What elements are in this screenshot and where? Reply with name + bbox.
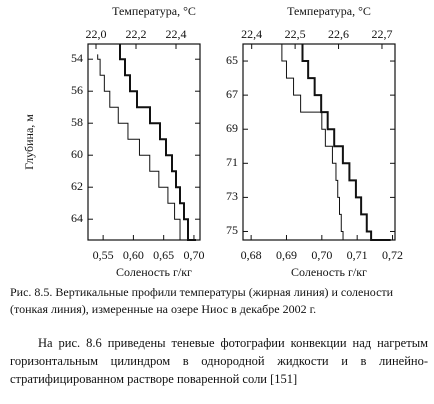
x-tick-label: 0,65 (153, 248, 174, 262)
profile-line (301, 44, 391, 241)
y-tick-label: 54 (71, 51, 83, 65)
y-tick-label: 56 (71, 83, 83, 97)
plot-frame (87, 43, 201, 241)
y-tick-label: 73 (226, 189, 238, 203)
x-tick-label: 0,69 (276, 248, 297, 262)
y-tick-label: 67 (226, 87, 238, 101)
x2-tick-label: 22,7 (371, 27, 392, 41)
y-tick-label: 64 (71, 211, 83, 225)
x2-tick-label: 22,5 (285, 27, 306, 41)
x2-axis-label: Температура, °C (287, 4, 371, 18)
x2-tick-label: 22,4 (241, 27, 262, 41)
x-axis-label: Соленость г/кг (291, 265, 367, 279)
x-tick-label: 0,71 (347, 248, 368, 262)
y-axis-label: Глубина, м (22, 114, 36, 170)
y-tick-label: 71 (226, 155, 238, 169)
x2-axis-label: Температура, °C (112, 4, 196, 18)
y-tick-label: 69 (226, 121, 238, 135)
y-tick-label: 62 (71, 179, 83, 193)
profile-line (281, 44, 347, 241)
y-tick-label: 60 (71, 147, 83, 161)
x-tick-label: 0,55 (93, 248, 114, 262)
y-tick-label: 58 (71, 115, 83, 129)
x2-tick-label: 22,2 (126, 27, 147, 41)
x-tick-label: 0,68 (241, 248, 262, 262)
x-tick-label: 0,60 (123, 248, 144, 262)
plot-frame (242, 43, 396, 241)
profile-line (97, 54, 184, 241)
figure-caption: Рис. 8.5. Вертикальные профили температу… (10, 285, 394, 316)
figure: 22,0 22,2 22,4 0,55 0,60 0,65 0,70 54 56 58 60 62 64… (22, 4, 403, 279)
profile-line (119, 44, 196, 241)
x2-tick-label: 22,0 (86, 27, 107, 41)
body-paragraph: На рис. 8.6 приведены теневые фотографии… (10, 336, 428, 386)
x2-tick-label: 22,6 (328, 27, 349, 41)
x-tick-label: 0,70 (183, 248, 204, 262)
y-tick-label: 65 (226, 53, 238, 67)
x-tick-label: 0,70 (311, 248, 332, 262)
x2-tick-label: 22,4 (166, 27, 187, 41)
y-tick-label: 75 (226, 223, 238, 237)
x-axis-label: Соленость г/кг (116, 265, 192, 279)
x-tick-label: 0,72 (382, 248, 403, 262)
